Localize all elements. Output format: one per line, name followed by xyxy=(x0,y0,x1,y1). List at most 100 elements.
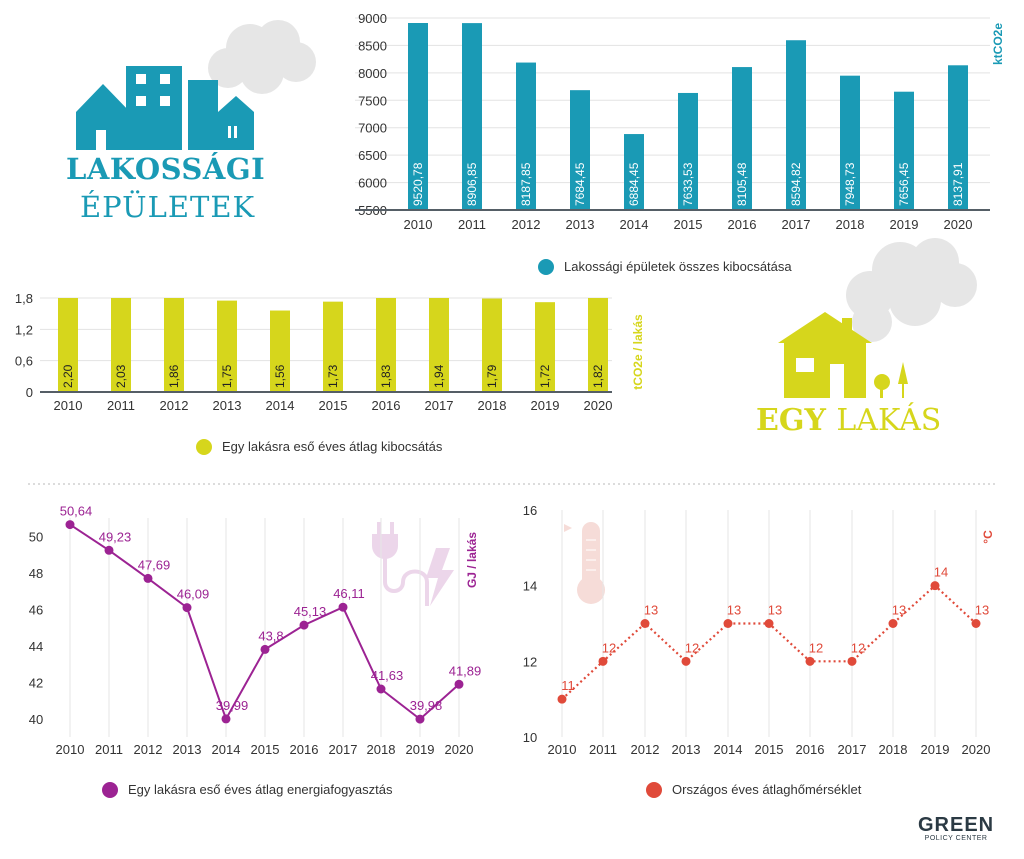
data-point xyxy=(221,714,231,724)
x-tick-label: 2013 xyxy=(213,398,242,413)
bar-value-label: 8187,85 xyxy=(519,162,533,206)
data-point xyxy=(764,619,774,628)
bar xyxy=(323,301,343,392)
data-point xyxy=(182,603,192,613)
bar xyxy=(840,75,860,210)
bar xyxy=(408,23,428,210)
green-policy-center-logo: GREEN POLICY CENTER xyxy=(918,815,994,842)
x-tick-label: 2016 xyxy=(796,742,825,757)
x-tick-label: 2017 xyxy=(782,217,811,232)
y-tick-label: 0 xyxy=(26,385,33,400)
bar xyxy=(270,310,290,392)
data-label: 12 xyxy=(685,640,699,655)
y-axis-label: °C xyxy=(981,530,995,544)
y-tick-label: 7000 xyxy=(358,121,387,136)
y-tick-label: 44 xyxy=(29,639,43,654)
data-label: 13 xyxy=(644,603,658,618)
data-point xyxy=(104,545,114,555)
bar xyxy=(624,134,644,210)
y-tick-label: 1,2 xyxy=(15,322,33,337)
x-tick-label: 2012 xyxy=(134,742,163,757)
bar-value-label: 9520,78 xyxy=(411,162,425,206)
bar xyxy=(462,23,482,211)
data-point xyxy=(299,620,309,630)
bar-value-label: 8594,82 xyxy=(789,162,803,206)
y-tick-label: 0,6 xyxy=(15,354,33,369)
x-tick-label: 2010 xyxy=(548,742,577,757)
bar-value-label: 7948,73 xyxy=(843,162,857,206)
legend-label: Egy lakásra eső éves átlag kibocsátás xyxy=(222,439,443,455)
x-tick-label: 2016 xyxy=(728,217,757,232)
heading-dwelling: EGY LAKÁS xyxy=(756,403,941,438)
bar-value-label: 6884,45 xyxy=(627,162,641,206)
legend-per-dwelling-emissions: Egy lakásra eső éves átlag kibocsátás xyxy=(196,438,442,455)
x-tick-label: 2020 xyxy=(944,217,973,232)
bar xyxy=(588,298,608,392)
bar xyxy=(894,91,914,210)
x-tick-label: 2014 xyxy=(620,217,649,232)
thermometer-icon xyxy=(564,522,605,604)
data-point xyxy=(376,684,386,694)
bar-value-label: 1,75 xyxy=(220,364,234,388)
data-label: 13 xyxy=(768,603,782,618)
y-tick-label: 10 xyxy=(523,730,537,745)
bar-value-label: 2,03 xyxy=(114,364,128,388)
legend-swatch xyxy=(196,438,212,455)
bar-value-label: 1,73 xyxy=(326,364,340,388)
x-tick-label: 2019 xyxy=(921,742,950,757)
data-label: 46,09 xyxy=(177,587,210,602)
data-point xyxy=(681,656,691,666)
heading-residential-line2: ÉPÜLETEK xyxy=(80,190,256,224)
data-point xyxy=(260,644,270,654)
data-point xyxy=(847,656,857,666)
data-label: 12 xyxy=(851,640,865,655)
x-tick-label: 2017 xyxy=(838,742,867,757)
x-tick-label: 2017 xyxy=(329,742,358,757)
data-point xyxy=(971,619,981,628)
logo-text: GREEN xyxy=(918,814,995,836)
data-label: 11 xyxy=(561,678,575,693)
x-tick-label: 2020 xyxy=(962,742,991,757)
legend-swatch xyxy=(646,781,662,798)
x-tick-label: 2019 xyxy=(531,398,560,413)
bar-value-label: 1,72 xyxy=(538,364,552,388)
bar xyxy=(376,298,396,392)
y-tick-label: 9000 xyxy=(358,11,387,26)
data-point xyxy=(65,520,75,530)
data-label: 45,13 xyxy=(294,604,327,619)
x-tick-label: 2012 xyxy=(160,398,189,413)
y-tick-label: 6500 xyxy=(358,148,387,163)
chart-per-dwelling-energy: 40 42 44 46 48 50 50,64 2010 49,23 2011 47,69 2012 4… xyxy=(29,504,482,757)
x-tick-label: 2011 xyxy=(95,742,123,757)
x-tick-label: 2012 xyxy=(631,742,660,757)
legend-temperature: Országos éves átlaghőmérséklet xyxy=(646,781,861,798)
bar-value-label: 1,83 xyxy=(379,364,393,388)
bar xyxy=(429,298,449,392)
bar xyxy=(948,65,968,210)
bar xyxy=(570,90,590,210)
data-label: 41,89 xyxy=(449,663,482,678)
bar xyxy=(786,40,806,210)
y-tick-label: 8500 xyxy=(358,38,387,53)
legend-total-emissions: Lakossági épületek összes kibocsátása xyxy=(538,258,792,275)
x-tick-label: 2012 xyxy=(512,217,541,232)
x-tick-label: 2018 xyxy=(879,742,908,757)
data-label: 13 xyxy=(727,603,741,618)
heading-residential-line1: LAKOSSÁGI xyxy=(66,152,266,186)
data-label: 12 xyxy=(602,640,616,655)
legend-swatch xyxy=(538,258,554,275)
data-point xyxy=(598,656,608,666)
bar xyxy=(164,298,184,392)
bar-value-label: 7684,45 xyxy=(573,162,587,206)
bar xyxy=(482,298,502,392)
y-tick-label: 48 xyxy=(29,566,43,581)
bar-value-label: 8105,48 xyxy=(735,162,749,206)
logo-subtext: POLICY CENTER xyxy=(924,835,988,842)
bar-value-label: 8906,85 xyxy=(465,162,479,206)
x-tick-label: 2015 xyxy=(319,398,348,413)
x-tick-label: 2018 xyxy=(836,217,865,232)
data-point xyxy=(723,619,733,628)
x-tick-label: 2020 xyxy=(584,398,613,413)
data-label: 41,63 xyxy=(371,668,404,683)
